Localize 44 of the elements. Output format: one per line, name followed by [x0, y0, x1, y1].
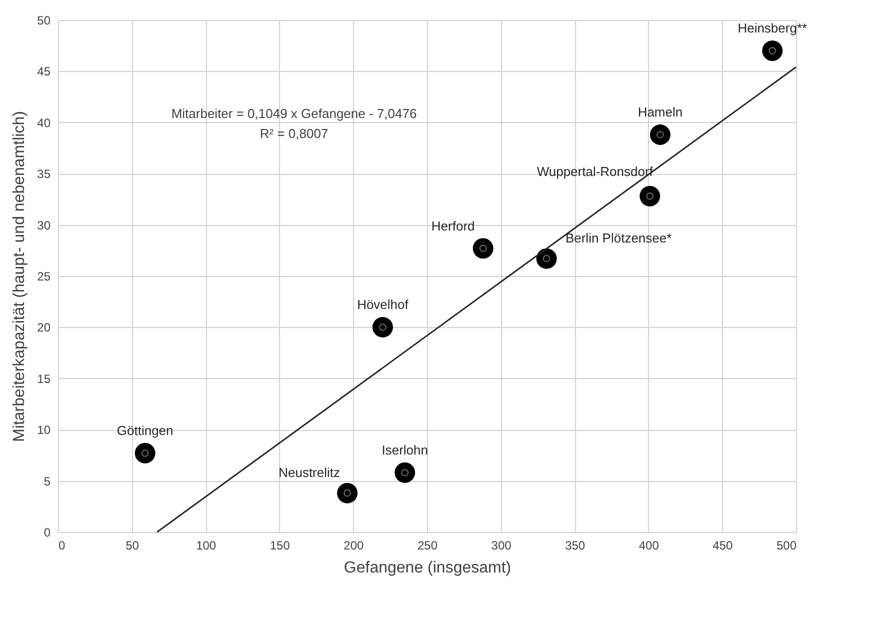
annotation: Iserlohn [382, 442, 428, 458]
y-tick-label: 20 [37, 320, 51, 335]
annotation: R² = 0,8007 [260, 126, 328, 141]
annotation: Berlin Plötzensee* [565, 230, 672, 246]
x-tick-label: 150 [270, 538, 290, 552]
x-tick-label: 50 [126, 538, 140, 552]
x-tick-label: 250 [417, 538, 438, 552]
annotation: Göttingen [116, 423, 174, 438]
y-tick-label: 50 [37, 14, 51, 28]
annotation: Hövelhof [357, 297, 409, 312]
x-tick-label: 450 [712, 538, 734, 552]
point [472, 238, 494, 259]
y-tick-label: 30 [37, 218, 51, 232]
y-tick-label: 40 [37, 116, 51, 130]
x-tick-label: 100 [196, 538, 216, 552]
point [394, 462, 416, 483]
x-tick-label: 200 [344, 538, 364, 552]
point [640, 186, 660, 206]
point [134, 442, 156, 464]
point [762, 40, 783, 61]
y-tick-label: 5 [44, 474, 51, 488]
annotation: Herford [431, 218, 475, 234]
annotation: Wuppertal-Ronsdorf [536, 164, 654, 180]
y-tick-label: 15 [37, 372, 51, 386]
y-tick-label: 10 [37, 423, 51, 438]
x-tick-label: 350 [565, 538, 586, 552]
y-tick-label: 25 [37, 270, 51, 284]
y-axis-title: Mitarbeiterkapazität (haupt- und nebenamtlich) [11, 111, 28, 442]
point [337, 482, 358, 504]
x-tick-label: 0 [58, 538, 66, 552]
annotation: Heinsberg** [738, 20, 808, 36]
y-tick-label: 45 [37, 64, 51, 79]
annotation: Neustrelitz [278, 465, 340, 480]
y-tick-label: 35 [37, 167, 51, 182]
point [536, 248, 557, 269]
annotation: Hameln [638, 104, 683, 120]
x-tick-label: 300 [491, 538, 512, 552]
x-tick-label: 500 [776, 538, 797, 552]
y-tick-label: 0 [44, 526, 51, 540]
x-axis-title: Gefangene (insgesamt) [344, 560, 512, 576]
point [372, 316, 393, 338]
annotation: Mitarbeiter = 0,1049 x Gefangene - 7,0476 [171, 106, 417, 121]
point [650, 124, 670, 145]
x-tick-label: 400 [638, 538, 660, 552]
